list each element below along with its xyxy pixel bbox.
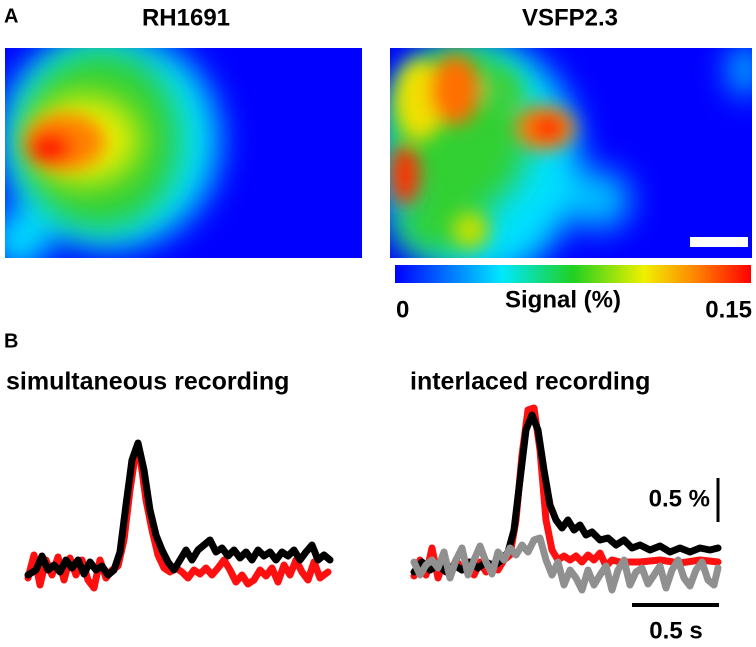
panel-label: A — [4, 5, 18, 27]
traces-left — [24, 439, 334, 592]
heatmap-right — [390, 48, 752, 258]
colorbar-title: Signal (%) — [505, 286, 621, 313]
colorbar-max: 0.15 — [705, 296, 752, 323]
trace-title: interlaced recording — [410, 368, 650, 396]
map-title: VSFP2.3 — [522, 4, 618, 31]
panel-label: B — [4, 330, 18, 352]
colorbar — [395, 265, 751, 283]
heatmap-left — [5, 48, 362, 258]
amplitude-scale-label: 0.5 % — [649, 485, 710, 512]
traces-right — [410, 404, 722, 594]
colorbar-min: 0 — [396, 296, 409, 323]
time-scale-label: 0.5 s — [649, 617, 702, 644]
map-title: RH1691 — [142, 4, 230, 31]
trace-title: simultaneous recording — [6, 368, 289, 396]
